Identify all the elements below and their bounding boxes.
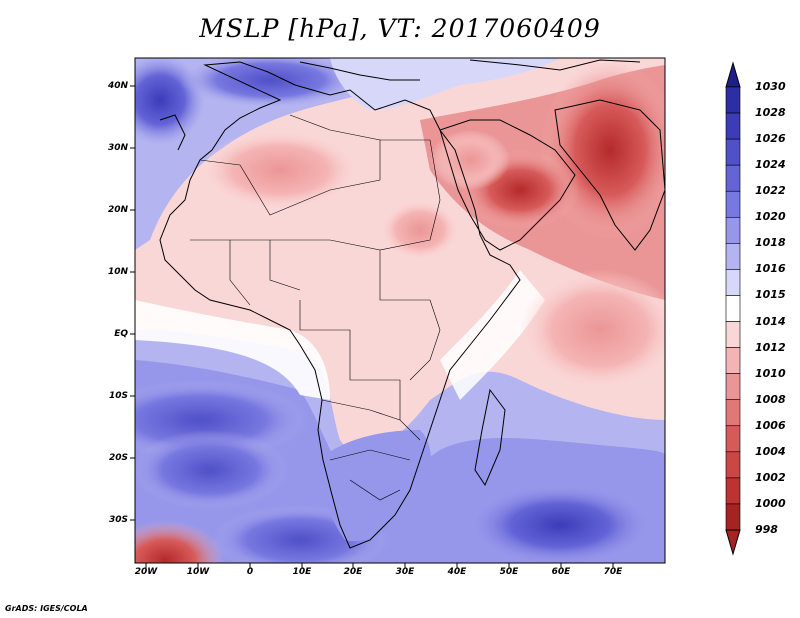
colorbar — [725, 61, 741, 556]
colorbar-level-label: 1020 — [755, 210, 786, 224]
colorbar-level-label: 1014 — [755, 314, 786, 328]
colorbar-swatch — [725, 295, 741, 322]
colorbar-swatch — [725, 138, 741, 166]
map-frame — [134, 57, 666, 564]
lat-label-20n: 20N — [107, 205, 128, 215]
pressure-field — [135, 58, 665, 563]
lon-label-10w: 10W — [186, 567, 210, 577]
colorbar-level-label: 1024 — [755, 158, 786, 172]
lon-label-40e: 40E — [447, 567, 467, 577]
lat-label-40n: 40N — [107, 81, 128, 91]
lon-label-0: 0 — [246, 567, 254, 577]
colorbar-level-label: 1016 — [755, 262, 786, 276]
colorbar-level-label: 1002 — [755, 470, 786, 484]
colorbar-level-label: 1028 — [755, 106, 786, 120]
map-title: MSLP [hPa], VT: 2017060409 — [199, 14, 601, 43]
colorbar-swatch — [725, 216, 741, 244]
lon-label-70e: 70E — [603, 567, 623, 577]
lat-label-20s: 20S — [108, 453, 128, 463]
madagascar-outline — [474, 388, 506, 487]
colorbar-level-label: 1018 — [755, 236, 786, 250]
colorbar-swatch — [725, 190, 741, 218]
lon-label-20w: 20W — [134, 567, 158, 577]
lat-label-10n: 10N — [107, 267, 128, 277]
colorbar-level-label: 998 — [755, 523, 778, 536]
lat-label-30s: 30S — [108, 515, 128, 525]
country-borders — [190, 114, 441, 501]
colorbar-level-label: 1015 — [755, 288, 786, 302]
colorbar-swatch — [725, 477, 741, 505]
grads-credit: GrADS: IGES/COLA — [5, 604, 88, 613]
colorbar-swatch — [725, 451, 741, 479]
colorbar-swatch — [725, 399, 741, 427]
colorbar-level-label: 1022 — [755, 184, 786, 198]
south-asia-outline — [554, 99, 666, 251]
lon-label-50e: 50E — [499, 567, 519, 577]
colorbar-level-label: 1010 — [755, 366, 786, 380]
colorbar-swatch — [725, 347, 741, 374]
colorbar-level-label: 1030 — [755, 80, 786, 93]
colorbar-swatch — [725, 425, 741, 453]
lon-label-30e: 30E — [395, 567, 415, 577]
colorbar-bottom-arrow — [725, 529, 741, 556]
colorbar-swatch — [725, 373, 741, 401]
axis-ticks — [130, 85, 614, 568]
lat-label-eq: EQ — [114, 329, 128, 339]
lon-label-20e: 20E — [343, 567, 363, 577]
colorbar-top-arrow — [725, 61, 741, 88]
colorbar-level-label: 1012 — [755, 340, 786, 354]
colorbar-level-label: 1006 — [755, 418, 786, 432]
colorbar-swatch — [725, 112, 741, 140]
colorbar-level-label: 1004 — [755, 444, 786, 458]
colorbar-level-label: 1000 — [755, 496, 786, 510]
lon-label-10e: 10E — [292, 567, 312, 577]
arabia-outline — [439, 119, 576, 251]
colorbar-swatch — [725, 86, 741, 114]
colorbar-swatch — [725, 164, 741, 192]
colorbar-level-label: 1026 — [755, 132, 786, 146]
lat-label-10s: 10S — [108, 391, 128, 401]
lat-label-30n: 30N — [107, 143, 128, 153]
coastlines — [159, 59, 666, 549]
colorbar-swatch — [725, 321, 741, 348]
colorbar-swatch — [725, 243, 741, 270]
colorbar-level-label: 1008 — [755, 392, 786, 406]
colorbar-swatch — [725, 503, 741, 531]
colorbar-swatch — [725, 269, 741, 296]
lon-label-60e: 60E — [551, 567, 571, 577]
